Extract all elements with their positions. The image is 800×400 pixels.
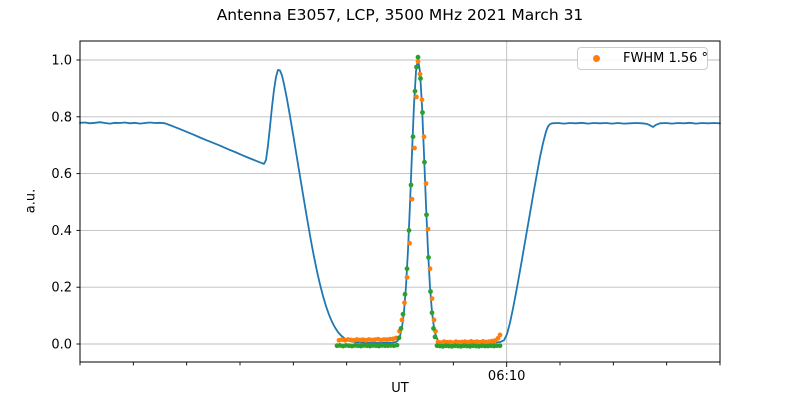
legend: FWHM 1.56 °: [577, 47, 708, 70]
legend-marker-icon: [593, 55, 600, 62]
scatter-point: [415, 59, 421, 64]
y-tick-label: 1.0: [51, 54, 72, 69]
scatter-point: [415, 54, 421, 60]
scatter-point: [404, 274, 410, 280]
scatter-point: [402, 291, 408, 297]
y-tick-label: 0.6: [51, 167, 72, 182]
scatter-point: [418, 76, 423, 81]
scatter-point: [426, 255, 431, 260]
scatter-point: [497, 332, 503, 338]
scatter-point: [424, 212, 429, 218]
scatter-point: [407, 240, 412, 246]
scatter-point: [425, 226, 431, 232]
scatter-point: [421, 134, 427, 140]
scatter-point: [431, 326, 436, 331]
scatter-point: [419, 97, 425, 103]
scatter-point: [402, 300, 407, 306]
legend-label: FWHM 1.56 °: [623, 51, 709, 66]
y-tick-label: 0.4: [51, 224, 72, 239]
scatter-point: [497, 343, 503, 349]
scatter-point: [409, 196, 415, 202]
y-tick-label: 0.2: [51, 281, 72, 296]
scatter-point: [412, 145, 417, 151]
scatter-point: [399, 317, 405, 323]
scatter-point: [423, 181, 429, 186]
plot-border: [79, 40, 721, 363]
scatter-point: [420, 110, 425, 115]
x-tick-label: 06:10: [488, 369, 525, 384]
scatter-point: [429, 296, 435, 301]
y-tick-label: 0.8: [51, 110, 72, 125]
scatter-point: [394, 342, 400, 348]
scatter-point: [428, 289, 433, 294]
scatter-point: [429, 310, 435, 316]
chart-title: Antenna E3057, LCP, 3500 MHz 2021 March …: [216, 6, 584, 24]
gaussian-fit-fwhm-1.56deg-scatter: [336, 59, 503, 345]
scatter-point: [432, 334, 438, 340]
scatter-point: [414, 64, 419, 70]
scatter-point: [417, 71, 423, 77]
y-tick-label: 0.0: [51, 338, 72, 353]
scatter-point: [396, 335, 402, 341]
scatter-point: [431, 317, 437, 323]
scatter-point: [404, 266, 410, 272]
scatter-point: [408, 182, 414, 188]
drift-scan-signal-line: [79, 57, 721, 344]
scatter-point: [412, 88, 418, 94]
scatter-point: [406, 228, 412, 233]
x-axis-label: UT: [391, 381, 409, 396]
scatter-point: [427, 266, 433, 272]
y-axis-label: a.u.: [23, 188, 39, 214]
scatter-point: [400, 311, 406, 317]
scatter-point: [398, 326, 404, 331]
measured-data-points-scatter: [334, 54, 503, 349]
scatter-point: [410, 134, 416, 140]
scatter-point: [422, 159, 427, 165]
scatter-point: [414, 94, 419, 100]
